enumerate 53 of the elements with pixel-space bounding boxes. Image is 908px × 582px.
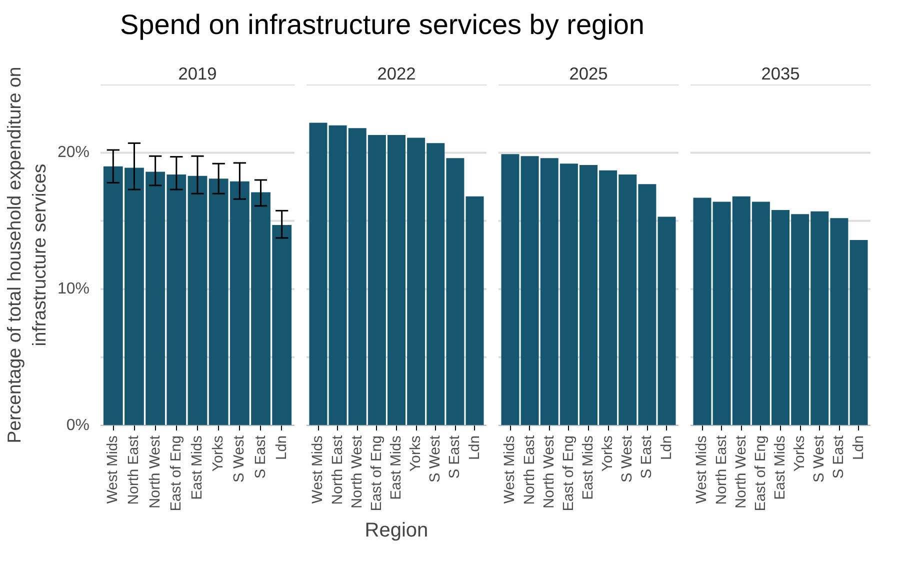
x-tick-label: Ldn xyxy=(658,435,675,460)
bar xyxy=(501,154,520,426)
x-tick-label: East Mids xyxy=(190,436,206,500)
x-tick-label: S West xyxy=(232,436,248,482)
x-tick-label: East Mids xyxy=(580,436,596,500)
chart-subtitle: 2025 xyxy=(569,64,608,84)
x-tick-label: S West xyxy=(812,436,828,482)
chart-subtitle: 2019 xyxy=(178,64,217,84)
bar xyxy=(658,216,676,426)
x-tick-label: West Mids xyxy=(310,435,326,504)
x-tick-label: West Mids xyxy=(502,435,518,504)
x-tick-label: S East xyxy=(831,435,848,479)
x-tick-label: S East xyxy=(447,435,464,479)
x-tick-label: East of Eng xyxy=(168,435,184,512)
x-tick-label: North East xyxy=(330,435,346,505)
x-tick-label: East Mids xyxy=(772,436,788,500)
y-tick-label: 0% xyxy=(66,417,90,434)
bar xyxy=(850,240,868,426)
x-tick-label: S West xyxy=(428,436,444,482)
x-tick-label: North West xyxy=(733,436,750,509)
bar xyxy=(693,198,712,426)
x-tick-label: Ldn xyxy=(466,435,483,460)
x-tick-label: S East xyxy=(639,435,656,479)
y-tick-label: 20% xyxy=(57,144,90,162)
x-tick-label: Yorks xyxy=(408,435,424,472)
x-tick-label: North West xyxy=(349,436,366,509)
x-tick-label: North West xyxy=(541,436,558,509)
x-tick-label: East of Eng xyxy=(752,435,769,512)
x-tick-label: S East xyxy=(252,435,269,479)
x-tick-label: West Mids xyxy=(105,435,122,504)
x-tick-label: Yorks xyxy=(792,435,808,472)
y-tick-label: 10% xyxy=(57,280,90,298)
bar xyxy=(466,196,484,426)
text: Spend on infrastructure services by region xyxy=(120,8,644,42)
x-tick-label: Yorks xyxy=(210,435,227,472)
x-tick-label: Ldn xyxy=(850,435,867,460)
x-axis-title: Region xyxy=(364,519,428,542)
x-tick-label: North East xyxy=(522,435,538,505)
chart-subtitle: 2022 xyxy=(377,64,416,84)
x-tick-label: Ldn xyxy=(274,435,290,460)
chart-subtitle: 2035 xyxy=(761,64,800,84)
x-tick-label: Yorks xyxy=(600,435,616,472)
x-tick-label: North East xyxy=(126,435,142,505)
x-tick-label: West Mids xyxy=(694,435,710,504)
bar xyxy=(309,122,328,426)
x-tick-label: East of Eng xyxy=(560,435,577,512)
x-tick-label: North West xyxy=(147,436,164,509)
x-tick-label: North East xyxy=(714,435,730,505)
x-tick-label: East Mids xyxy=(388,436,404,500)
y-axis-title: Percentage of total household expenditure on infrastructure services xyxy=(3,66,50,444)
bar xyxy=(188,176,208,426)
x-tick-label: S West xyxy=(620,436,636,482)
x-tick-label: East of Eng xyxy=(368,435,385,512)
